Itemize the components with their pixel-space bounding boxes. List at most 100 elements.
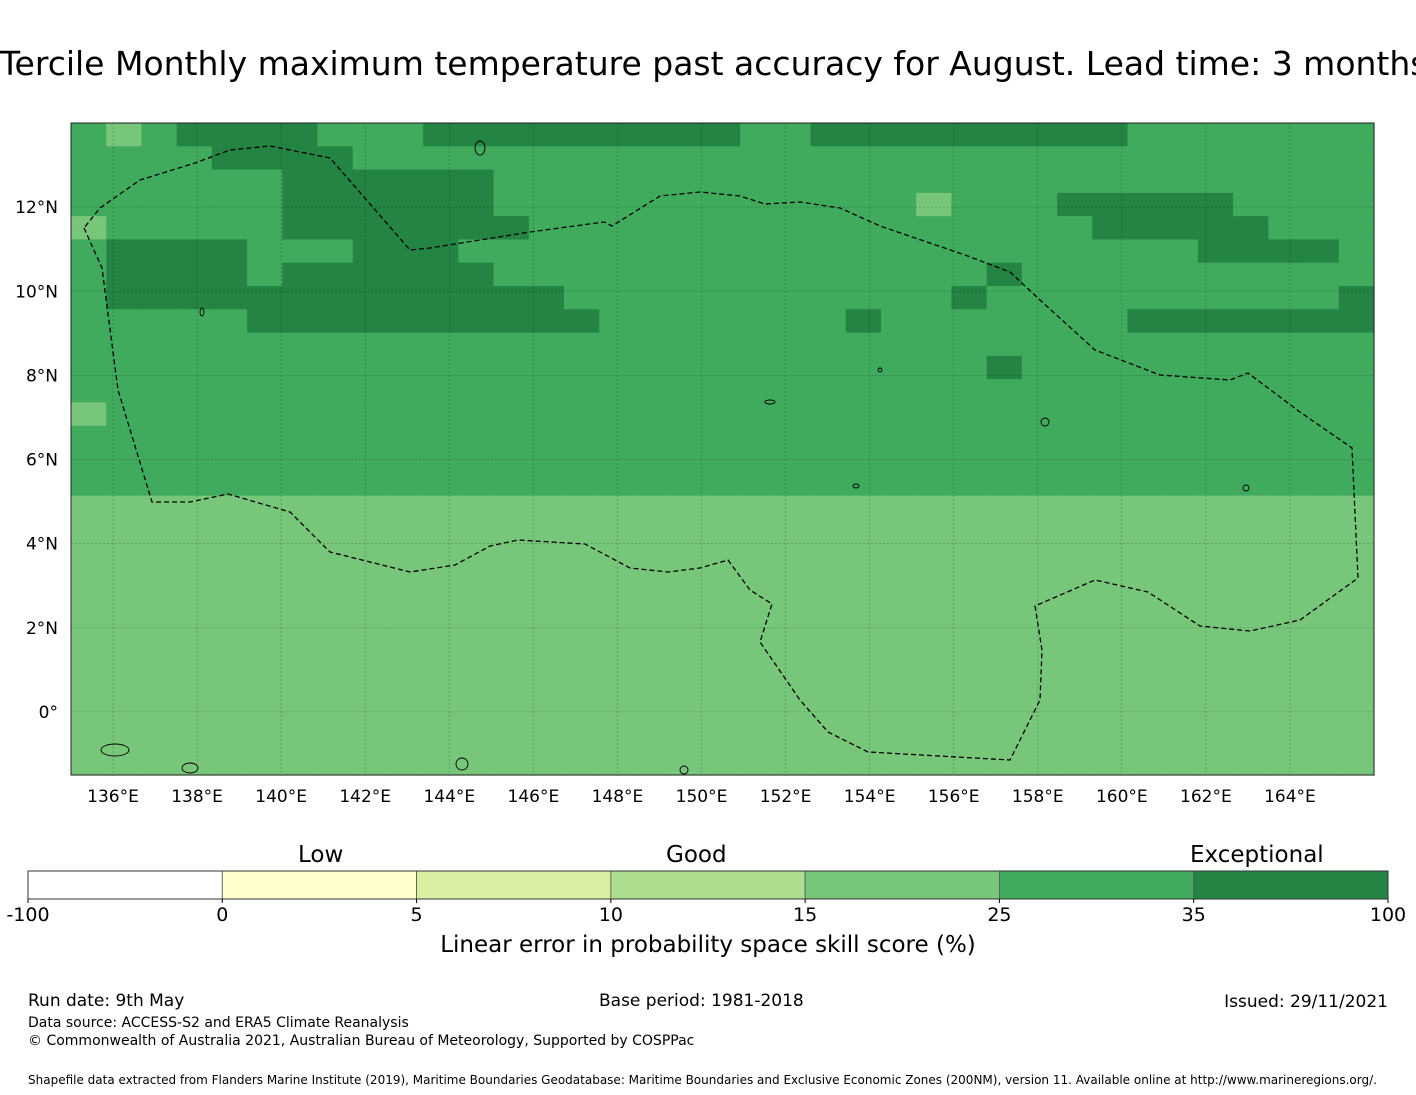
skill-cell xyxy=(247,309,283,334)
skill-cell xyxy=(1127,518,1164,543)
skill-cell xyxy=(387,472,424,497)
skill-cell xyxy=(669,518,706,543)
skill-cell xyxy=(1057,728,1093,753)
skill-cell xyxy=(317,518,354,543)
skill-cell xyxy=(810,681,847,706)
skill-cell xyxy=(493,728,530,753)
skill-cell xyxy=(986,518,1023,543)
skill-cell xyxy=(458,565,495,590)
skill-cell xyxy=(1021,379,1058,404)
skill-cell xyxy=(423,728,459,753)
skill-cell xyxy=(1233,681,1269,706)
skill-cell xyxy=(317,728,354,753)
lon-tick-label: 160°E xyxy=(1096,787,1148,807)
skill-cell xyxy=(493,542,530,567)
skill-cell xyxy=(810,355,847,380)
skill-cell xyxy=(1268,192,1305,217)
skill-cell xyxy=(810,495,847,520)
skill-cell xyxy=(986,728,1023,753)
skill-cell xyxy=(775,425,812,450)
skill-cell xyxy=(564,565,600,590)
skill-cell xyxy=(493,588,530,613)
skill-cell xyxy=(493,402,530,427)
skill-cell xyxy=(141,309,178,334)
skill-cell xyxy=(1092,169,1129,194)
skill-cell xyxy=(564,192,600,217)
skill-cell xyxy=(986,123,1023,147)
skill-cell xyxy=(352,728,389,753)
skill-cell xyxy=(1303,449,1340,473)
skill-cell xyxy=(1197,518,1234,543)
skill-cell xyxy=(564,588,600,613)
skill-cell xyxy=(458,472,495,497)
skill-cell xyxy=(669,355,706,380)
skill-cell xyxy=(141,192,178,217)
skill-cell xyxy=(176,169,213,194)
skill-cell xyxy=(1303,565,1340,590)
skill-cell xyxy=(458,425,495,450)
skill-cell xyxy=(634,262,671,287)
skill-cell xyxy=(775,612,812,636)
skill-cell xyxy=(880,612,917,636)
skill-cell xyxy=(71,402,107,427)
skill-cell xyxy=(176,449,213,473)
skill-cell xyxy=(71,355,107,380)
skill-cell xyxy=(493,169,530,194)
skill-cell xyxy=(71,705,107,730)
lat-tick-label: 10°N xyxy=(15,282,58,302)
skill-cell xyxy=(528,216,565,241)
lon-tick-label: 154°E xyxy=(844,787,896,807)
skill-cell xyxy=(387,239,424,264)
skill-cell xyxy=(423,751,459,776)
skill-cell xyxy=(1021,146,1058,171)
skill-cell xyxy=(106,332,143,357)
skill-cell xyxy=(845,728,882,753)
skill-cell xyxy=(1057,286,1093,310)
skill-cell xyxy=(1127,612,1164,636)
skill-cell xyxy=(880,681,917,706)
skill-cell xyxy=(1303,705,1340,730)
skill-cell xyxy=(986,565,1023,590)
island-outline xyxy=(852,483,860,489)
skill-cell xyxy=(141,425,178,450)
skill-cell xyxy=(634,658,671,683)
skill-cell xyxy=(1162,449,1199,473)
lon-tick-label: 140°E xyxy=(255,787,307,807)
skill-cell xyxy=(1233,635,1269,660)
skill-cell xyxy=(845,332,882,357)
island-outline xyxy=(181,762,199,774)
skill-cell xyxy=(317,402,354,427)
skill-cell xyxy=(564,681,600,706)
skill-cell xyxy=(493,262,530,287)
skill-cell xyxy=(669,425,706,450)
skill-cell xyxy=(493,286,530,310)
skill-cell xyxy=(986,495,1023,520)
skill-cell xyxy=(775,751,812,776)
skill-cell xyxy=(211,402,248,427)
skill-cell xyxy=(845,425,882,450)
skill-cell xyxy=(247,518,283,543)
skill-cell xyxy=(1268,379,1305,404)
skill-cell xyxy=(458,169,495,194)
skill-cell xyxy=(423,216,459,241)
skill-cell xyxy=(810,192,847,217)
skill-cell xyxy=(458,402,495,427)
skill-cell xyxy=(106,355,143,380)
skill-cell xyxy=(247,286,283,310)
skill-cell xyxy=(247,449,283,473)
skill-cell xyxy=(880,123,917,147)
lat-tick-label: 6°N xyxy=(26,451,58,471)
skill-cell xyxy=(704,169,741,194)
skill-cell xyxy=(1127,565,1164,590)
skill-cell xyxy=(1338,332,1375,357)
skill-cell xyxy=(916,262,953,287)
skill-cell xyxy=(740,239,776,264)
skill-cell xyxy=(564,542,600,567)
skill-cell xyxy=(916,495,953,520)
skill-cell xyxy=(1338,565,1375,590)
skill-cell xyxy=(71,146,107,171)
skill-cell xyxy=(282,309,319,334)
skill-cell xyxy=(634,402,671,427)
skill-cell xyxy=(1303,123,1340,147)
skill-cell xyxy=(634,565,671,590)
